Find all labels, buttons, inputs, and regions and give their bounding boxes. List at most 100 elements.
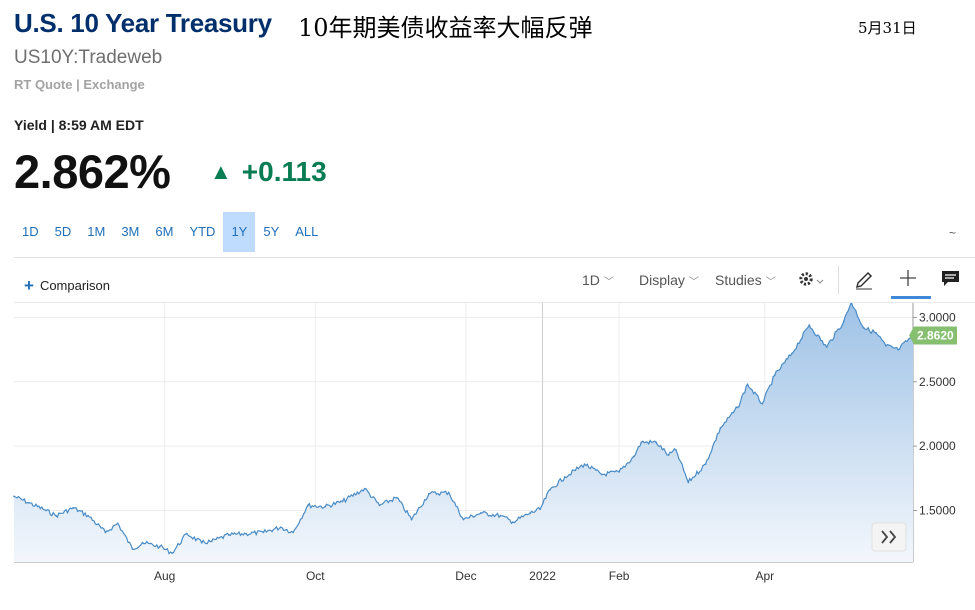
data-point[interactable] <box>307 504 309 507</box>
crosshair-icon <box>900 270 916 286</box>
data-point[interactable] <box>808 324 811 327</box>
data-point[interactable] <box>227 534 230 536</box>
data-point[interactable] <box>363 487 366 490</box>
data-point[interactable] <box>13 495 15 498</box>
data-point[interactable] <box>773 374 776 377</box>
data-point[interactable] <box>279 526 282 529</box>
series-area-fill <box>14 303 913 562</box>
data-point[interactable] <box>600 473 603 476</box>
data-point[interactable] <box>185 532 188 535</box>
draw-button[interactable] <box>853 269 875 296</box>
quote-source: RT Quote | Exchange <box>14 77 145 92</box>
data-point[interactable] <box>791 352 793 355</box>
interval-label: 1D <box>582 272 600 288</box>
data-point[interactable] <box>395 496 398 499</box>
toolbar-separator <box>838 266 839 294</box>
data-point[interactable] <box>262 531 265 534</box>
data-point[interactable] <box>292 531 294 534</box>
data-point[interactable] <box>158 545 161 548</box>
data-point[interactable] <box>378 504 381 507</box>
data-point[interactable] <box>55 514 57 517</box>
data-point[interactable] <box>447 491 450 494</box>
data-point[interactable] <box>45 509 48 512</box>
data-point[interactable] <box>539 508 541 511</box>
range-button-1m[interactable]: 1M <box>87 224 106 239</box>
data-point[interactable] <box>842 320 845 323</box>
x-tick-label: Aug <box>154 569 175 583</box>
interval-dropdown[interactable]: 1D ﹀ <box>582 272 614 288</box>
data-point[interactable] <box>563 476 566 478</box>
data-point[interactable] <box>324 505 327 508</box>
data-point[interactable] <box>141 541 144 544</box>
display-label: Display <box>639 272 685 288</box>
data-point[interactable] <box>499 514 502 517</box>
data-point[interactable] <box>897 348 900 351</box>
data-point[interactable] <box>72 507 75 509</box>
data-point[interactable] <box>104 531 107 534</box>
range-button-all[interactable]: ALL <box>295 224 319 239</box>
data-point[interactable] <box>200 541 203 544</box>
settings-gear-icon <box>799 272 824 286</box>
data-point[interactable] <box>675 449 677 451</box>
display-dropdown[interactable]: Display ﹀ <box>639 272 699 288</box>
data-point[interactable] <box>875 331 877 334</box>
data-point[interactable] <box>116 522 119 525</box>
studies-dropdown[interactable]: Studies ﹀ <box>715 272 776 288</box>
tilde-mark: ~ <box>949 226 957 240</box>
data-point[interactable] <box>655 441 658 444</box>
data-point[interactable] <box>210 540 213 543</box>
x-tick-label: Feb <box>609 569 630 583</box>
range-button-3m[interactable]: 3M <box>121 224 140 239</box>
data-point[interactable] <box>27 501 30 504</box>
data-point[interactable] <box>428 492 430 495</box>
data-point[interactable] <box>687 481 690 484</box>
data-point[interactable] <box>410 518 413 521</box>
settings-button[interactable] <box>797 270 827 295</box>
data-point[interactable] <box>171 552 173 554</box>
range-button-1y[interactable]: 1Y <box>223 212 256 252</box>
x-tick-label: 2022 <box>529 569 556 583</box>
divider <box>14 302 975 303</box>
data-point[interactable] <box>87 514 89 517</box>
range-button-6m[interactable]: 6M <box>155 224 174 239</box>
x-tick-label: Dec <box>455 569 476 583</box>
data-point[interactable] <box>884 344 887 347</box>
data-point[interactable] <box>479 512 482 514</box>
y-tick-label: 2.5000 <box>919 375 956 389</box>
divider <box>14 257 975 258</box>
data-point[interactable] <box>719 427 722 430</box>
data-point[interactable] <box>640 441 643 444</box>
range-button-5d[interactable]: 5D <box>54 224 72 239</box>
data-point[interactable] <box>746 383 749 386</box>
data-point[interactable] <box>825 346 828 348</box>
last-price: 2.862% <box>14 145 171 198</box>
y-tick-label: 2.0000 <box>919 439 956 453</box>
data-point[interactable] <box>667 454 670 457</box>
crosshair-button[interactable] <box>899 269 917 292</box>
range-button-1d[interactable]: 1D <box>22 224 39 239</box>
range-button-5y[interactable]: 5Y <box>263 224 280 239</box>
data-point[interactable] <box>761 402 764 405</box>
data-point[interactable] <box>633 455 635 458</box>
data-point[interactable] <box>245 532 248 535</box>
comparison-button[interactable]: + Comparison <box>24 275 110 295</box>
yield-area-chart[interactable]: 1.5000 2.0000 2.5000 3.0000 Aug Oct Dec 2022 Feb… <box>0 303 975 610</box>
data-point[interactable] <box>704 463 707 466</box>
chevron-down-icon: ﹀ <box>765 277 776 288</box>
comment-button[interactable] <box>941 270 961 293</box>
data-point[interactable] <box>131 548 134 551</box>
data-point[interactable] <box>736 406 739 409</box>
data-point[interactable] <box>511 521 514 523</box>
y-tick-label: 3.0000 <box>919 310 956 324</box>
scroll-to-latest-button[interactable] <box>871 522 907 552</box>
data-point[interactable] <box>341 500 344 503</box>
data-point[interactable] <box>462 518 465 521</box>
data-point[interactable] <box>618 470 620 473</box>
data-point[interactable] <box>549 489 551 491</box>
data-point[interactable] <box>862 326 865 329</box>
data-point[interactable] <box>583 463 586 466</box>
x-tick-label: Apr <box>755 569 774 583</box>
data-point[interactable] <box>529 512 532 514</box>
studies-label: Studies <box>715 272 762 288</box>
range-button-ytd[interactable]: YTD <box>189 224 216 239</box>
